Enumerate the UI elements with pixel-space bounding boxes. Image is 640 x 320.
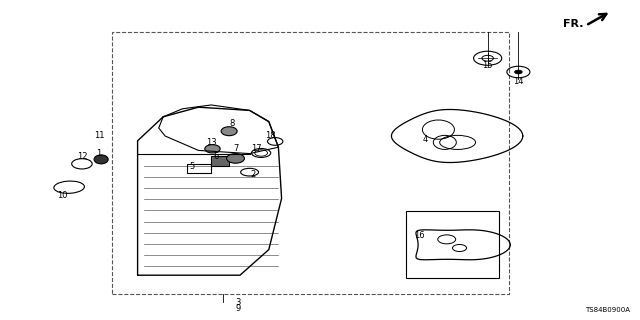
Text: 9: 9: [236, 304, 241, 313]
Ellipse shape: [94, 155, 108, 164]
Text: 16: 16: [414, 231, 424, 240]
Text: 18: 18: [265, 132, 275, 140]
Text: 4: 4: [423, 135, 428, 144]
Text: 7: 7: [233, 144, 238, 153]
Text: 1: 1: [97, 149, 102, 158]
Ellipse shape: [221, 127, 237, 136]
Text: 5: 5: [189, 162, 195, 171]
Text: 8: 8: [229, 119, 234, 128]
Text: 12: 12: [77, 152, 87, 161]
Text: 13: 13: [206, 138, 216, 147]
Text: 14: 14: [513, 77, 524, 86]
Text: 6: 6: [214, 152, 219, 161]
Circle shape: [515, 70, 522, 74]
Text: TS84B0900A: TS84B0900A: [586, 307, 630, 313]
Text: 3: 3: [236, 298, 241, 307]
Text: 2: 2: [250, 170, 255, 179]
Bar: [211, 156, 229, 166]
Ellipse shape: [227, 154, 244, 163]
Bar: [406, 211, 499, 278]
Text: 15: 15: [483, 61, 493, 70]
Text: 17: 17: [251, 144, 261, 153]
Ellipse shape: [205, 145, 220, 153]
Text: 10: 10: [58, 191, 68, 200]
Bar: [187, 164, 211, 173]
Text: FR.: FR.: [563, 19, 584, 29]
Text: 11: 11: [94, 132, 104, 140]
Bar: [112, 32, 509, 294]
